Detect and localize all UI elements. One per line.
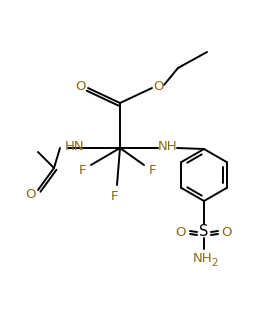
Text: O: O bbox=[26, 188, 36, 201]
Text: F: F bbox=[111, 191, 119, 203]
Text: O: O bbox=[222, 225, 232, 239]
Text: NH: NH bbox=[193, 253, 213, 266]
Text: HN: HN bbox=[65, 140, 85, 152]
Text: O: O bbox=[76, 80, 86, 92]
Text: F: F bbox=[148, 164, 156, 177]
Text: O: O bbox=[154, 80, 164, 92]
Text: 2: 2 bbox=[212, 258, 218, 268]
Text: F: F bbox=[79, 164, 87, 177]
Text: O: O bbox=[176, 225, 186, 239]
Text: NH: NH bbox=[158, 140, 178, 152]
Text: S: S bbox=[199, 225, 209, 239]
